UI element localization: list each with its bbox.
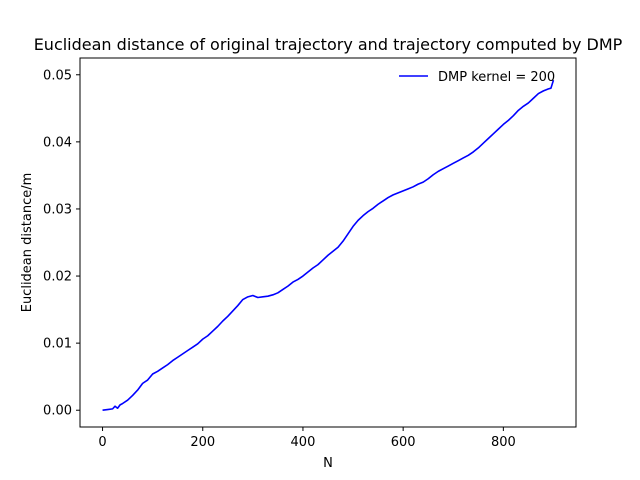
- y-tick-label: 0.02: [43, 270, 72, 285]
- legend-label: DMP kernel = 200: [438, 70, 555, 85]
- chart-title: Euclidean distance of original trajector…: [34, 35, 623, 54]
- x-tick-label: 0: [98, 435, 106, 450]
- y-tick-label: 0.03: [43, 202, 72, 217]
- series-line: [102, 79, 555, 412]
- y-axis-label: Euclidean distance/m: [20, 173, 35, 313]
- x-tick-label: 600: [391, 435, 416, 450]
- x-tick-label: 200: [190, 435, 215, 450]
- x-tick-label: 800: [491, 435, 516, 450]
- y-tick-label: 0.04: [43, 135, 72, 150]
- y-tick-label: 0.01: [43, 337, 72, 352]
- plot-frame: [79, 57, 577, 428]
- legend: DMP kernel = 200: [399, 70, 555, 85]
- x-axis-label: N: [323, 456, 333, 471]
- y-tick-label: 0.05: [43, 68, 72, 83]
- y-tick-label: 0.00: [43, 404, 72, 419]
- x-tick-label: 400: [291, 435, 316, 450]
